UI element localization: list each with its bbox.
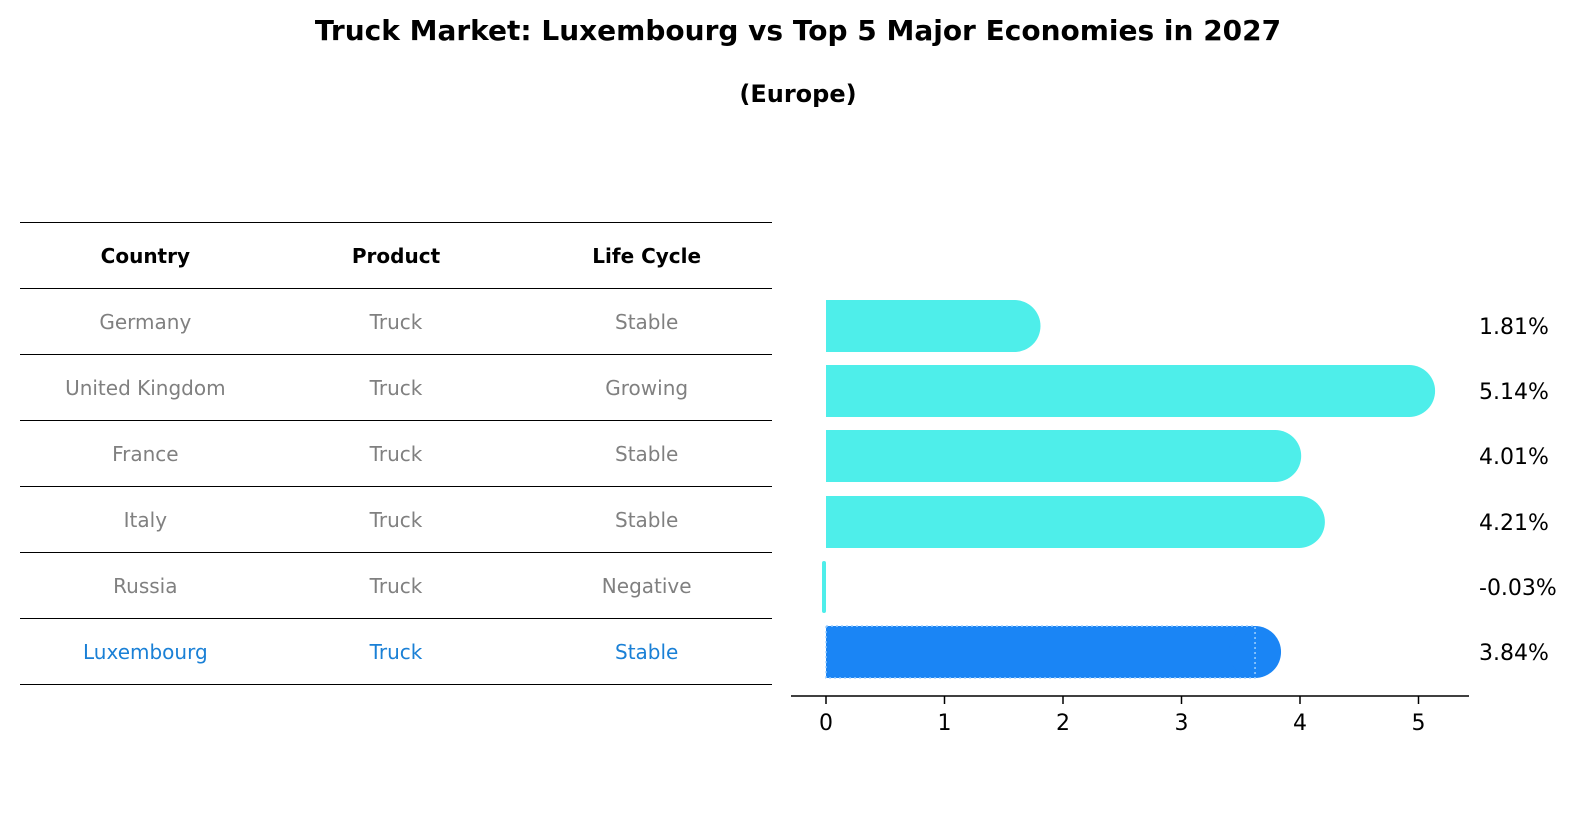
bar-cap: [1272, 496, 1325, 548]
value-label: 4.01%: [1479, 445, 1549, 470]
bar: [826, 430, 1277, 482]
header-life-cycle: Life Cycle: [592, 243, 702, 268]
value-label: 5.14%: [1479, 380, 1549, 405]
cell-life-cycle: Stable: [615, 507, 679, 532]
table-row: Italy Truck Stable: [20, 486, 772, 552]
chart-subtitle: (Europe): [739, 80, 857, 108]
bar-cap: [988, 300, 1041, 352]
value-label: -0.03%: [1479, 576, 1557, 601]
x-tick-label: 4: [1293, 711, 1307, 736]
cell-product: Truck: [369, 507, 423, 532]
x-tick-label: 1: [938, 711, 952, 736]
cell-country: Luxembourg: [83, 639, 208, 664]
cell-country: Germany: [99, 309, 192, 334]
cell-product: Truck: [369, 441, 423, 466]
x-tick-label: 5: [1412, 711, 1426, 736]
x-tick-label: 2: [1056, 711, 1070, 736]
cell-country: Italy: [123, 507, 168, 532]
bar: [826, 365, 1411, 417]
comparison-table: Country Product Life Cycle Germany Truck…: [20, 222, 772, 685]
cell-product: Truck: [369, 309, 423, 334]
cell-product: Truck: [369, 375, 423, 400]
bar: [822, 561, 826, 613]
bar: [826, 496, 1300, 548]
cell-life-cycle: Stable: [615, 639, 679, 664]
x-tick-label: 0: [819, 711, 833, 736]
header-country: Country: [100, 243, 191, 268]
cell-life-cycle: Negative: [601, 573, 692, 598]
cell-product: Truck: [369, 573, 423, 598]
chart-title: Truck Market: Luxembourg vs Top 5 Major …: [314, 14, 1282, 47]
table-header-row: Country Product Life Cycle: [20, 222, 772, 288]
cell-product: Truck: [369, 639, 423, 664]
cell-life-cycle: Growing: [605, 375, 689, 400]
table-row: United Kingdom Truck Growing: [20, 354, 772, 420]
cell-country: Russia: [113, 573, 178, 598]
cell-life-cycle: Stable: [615, 441, 679, 466]
table-row: Russia Truck Negative: [20, 552, 772, 618]
table-row: Germany Truck Stable: [20, 288, 772, 354]
x-tick-label: 3: [1175, 711, 1189, 736]
header-product: Product: [351, 243, 441, 268]
value-label: 4.21%: [1479, 511, 1549, 536]
bar: [826, 300, 1016, 352]
cell-country: France: [112, 441, 179, 466]
table-row-highlight: Luxembourg Truck Stable: [20, 618, 772, 685]
bar-cap: [1249, 430, 1302, 482]
value-label: 3.84%: [1479, 641, 1549, 666]
cell-country: United Kingdom: [65, 375, 226, 400]
bar-cap: [1383, 365, 1436, 417]
value-label: 1.81%: [1479, 315, 1549, 340]
cell-life-cycle: Stable: [615, 309, 679, 334]
bar-highlight: [826, 626, 1257, 678]
table-row: France Truck Stable: [20, 420, 772, 486]
bar-highlight-outline: [825, 625, 1256, 679]
